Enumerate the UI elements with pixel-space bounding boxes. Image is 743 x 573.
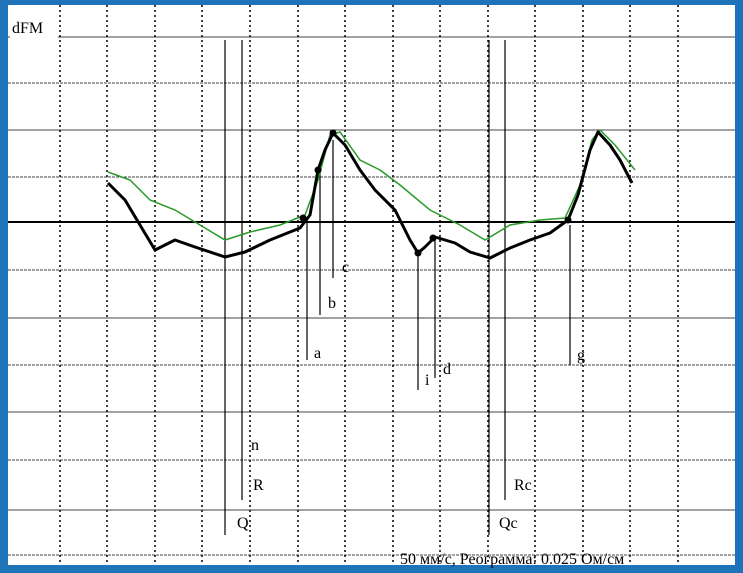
marker-label: c: [342, 259, 349, 276]
axis-label: dFM: [12, 20, 43, 37]
marker-label: n: [251, 437, 259, 454]
caption: 50 мм/с, Реограмма: 0.025 Ом/см: [400, 551, 624, 568]
marker-label: Rc: [514, 477, 532, 494]
green-trace: [107, 128, 636, 241]
marker-label: R: [253, 477, 264, 494]
marker-label: d: [443, 361, 451, 378]
trace-points: [299, 129, 572, 257]
marker-label: g: [577, 347, 585, 364]
marker-label: a: [314, 345, 321, 362]
marker-label: b: [328, 295, 336, 312]
marker-label: Q: [237, 515, 249, 532]
marker-label: i: [425, 372, 430, 389]
marker-lines: [224, 40, 571, 535]
black-trace: [106, 130, 634, 260]
label-bg: [10, 18, 58, 38]
plot-area: [8, 5, 735, 565]
grid: [8, 5, 735, 565]
marker-label: Qc: [499, 515, 518, 532]
